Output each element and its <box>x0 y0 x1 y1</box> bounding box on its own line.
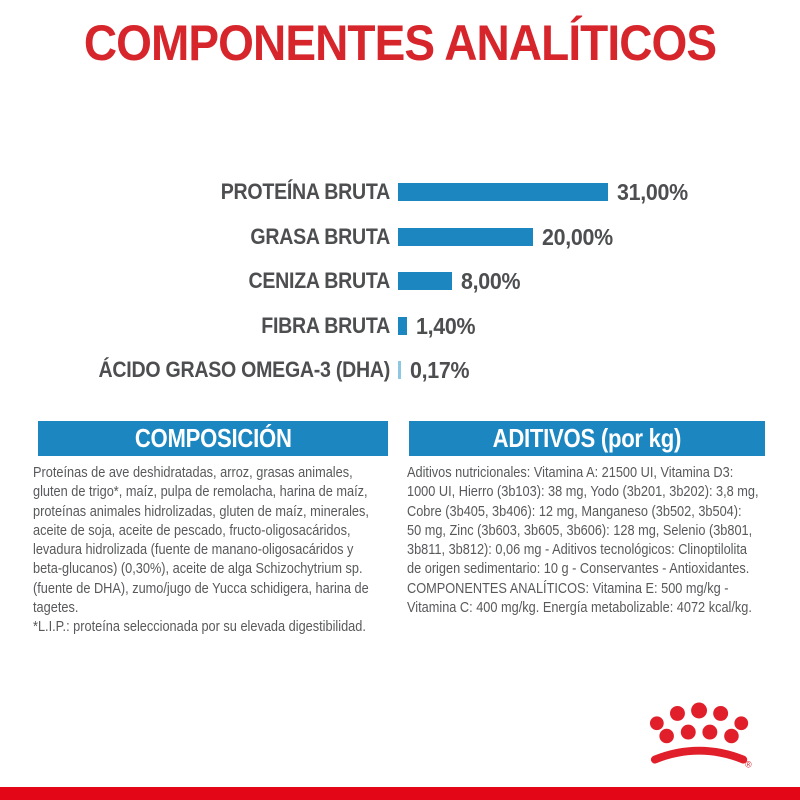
chart-bar <box>398 272 453 290</box>
chart-bar-label: CENIZA BRUTA <box>248 268 391 293</box>
chart-bar <box>398 361 401 379</box>
chart-bar-value: 8,00% <box>461 268 521 294</box>
crown-dots <box>649 702 749 744</box>
chart-row: GRASA BRUTA 20,00% <box>0 224 800 250</box>
chart-bar-value: 0,17% <box>409 357 470 383</box>
chart-bar-label: FIBRA BRUTA <box>261 312 390 338</box>
bottom-red-strip <box>0 787 800 800</box>
chart-bar-label: ÁCIDO GRASO OMEGA-3 (DHA) <box>98 357 391 382</box>
chart-bar-value: 31,00% <box>617 179 688 205</box>
crown-swoosh <box>650 746 748 764</box>
analytical-chart: PROTEÍNA BRUTA 31,00% GRASA BRUTA 20,00% CEN… <box>0 179 800 394</box>
chart-bar <box>398 227 534 246</box>
chart-bar-label: PROTEÍNA BRUTA <box>220 179 391 204</box>
chart-bar-value: 20,00% <box>542 223 614 250</box>
chart-row: CENIZA BRUTA 8,00% <box>0 268 800 294</box>
registered-mark: ® <box>745 759 752 769</box>
composition-header: COMPOSICIÓN <box>38 421 388 456</box>
chart-bar-value: 1,40% <box>416 312 476 339</box>
additives-header-label: ADITIVOS (por kg) <box>492 423 682 453</box>
additives-header: ADITIVOS (por kg) <box>409 421 765 456</box>
chart-row: ÁCIDO GRASO OMEGA-3 (DHA) 0,17% <box>0 357 800 383</box>
chart-bar-label: GRASA BRUTA <box>250 223 390 249</box>
chart-row: FIBRA BRUTA 1,40% <box>0 313 800 339</box>
composition-header-label: COMPOSICIÓN <box>134 423 292 453</box>
page-title: COMPONENTES ANALÍTICOS <box>83 15 717 71</box>
royal-canin-crown-logo: ® <box>649 702 752 769</box>
chart-bar <box>398 316 408 335</box>
additives-text: Aditivos nutricionales: Vitamina A: 2150… <box>407 464 759 617</box>
composition-text: Proteínas de ave deshidratadas, arroz, g… <box>33 464 369 636</box>
chart-bar <box>398 183 608 201</box>
chart-row: PROTEÍNA BRUTA 31,00% <box>0 179 800 205</box>
